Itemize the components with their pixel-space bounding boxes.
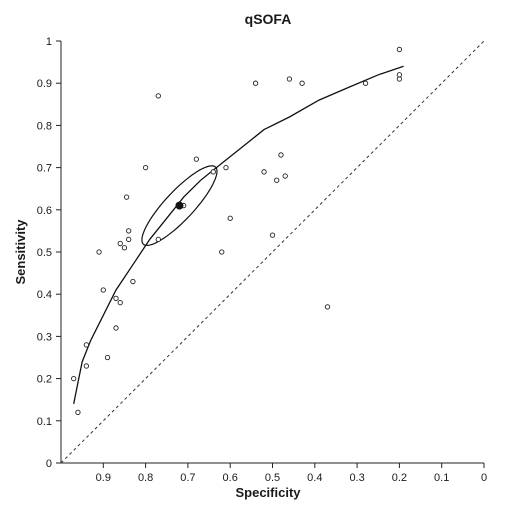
study-point <box>155 93 161 99</box>
x-tick-label: 0.9 <box>96 472 111 484</box>
study-point <box>117 299 123 306</box>
study-point <box>83 363 90 369</box>
y-tick-label: 0.9 <box>37 78 52 90</box>
x-tick-label: 0.8 <box>138 472 153 484</box>
y-tick-label: 0.8 <box>37 120 52 132</box>
study-point <box>130 278 136 285</box>
study-point <box>155 236 161 242</box>
y-axis-label: Sensitivity <box>13 219 28 285</box>
study-point <box>269 232 276 238</box>
study-point <box>324 304 331 310</box>
study-point <box>278 152 284 158</box>
study-point <box>75 409 81 416</box>
x-tick-label: 0.4 <box>307 472 322 484</box>
y-tick-label: 0.3 <box>37 331 52 343</box>
study-point <box>299 80 305 86</box>
chart-title: qSOFA <box>245 11 292 27</box>
study-point <box>121 245 128 251</box>
x-tick-label: 0.2 <box>392 472 407 484</box>
sroc-curve <box>73 65 404 405</box>
study-point <box>261 169 267 175</box>
study-point <box>100 287 106 293</box>
study-point <box>210 169 216 175</box>
x-tick-label: 0.1 <box>434 472 449 484</box>
reference-line-group <box>60 40 485 464</box>
study-point <box>104 354 111 361</box>
study-point <box>362 80 369 86</box>
study-points <box>71 46 403 416</box>
study-point <box>396 46 403 53</box>
study-point <box>142 164 149 171</box>
y-tick-label: 0.4 <box>37 289 52 301</box>
study-point <box>113 325 119 331</box>
y-tick-label: 0 <box>46 458 52 470</box>
study-point <box>193 156 200 162</box>
x-tick-label: 0.5 <box>265 472 280 484</box>
axes: 0.9 0.8 0.7 0.6 0.5 0.4 0.3 0.2 0.1 0 0 0.1 0.2 0.3 0.… <box>37 36 487 484</box>
x-tick-label: 0.7 <box>180 472 195 484</box>
y-tick-label: 0.6 <box>37 205 52 217</box>
y-tick-label: 0.7 <box>37 163 52 175</box>
study-point <box>282 173 288 179</box>
summary-point-group <box>175 201 184 210</box>
y-tick-label: 0.1 <box>37 416 52 428</box>
study-point <box>126 236 132 242</box>
study-point <box>126 228 132 234</box>
study-point <box>123 194 130 200</box>
study-point <box>71 375 77 382</box>
study-point <box>252 80 259 86</box>
study-point <box>117 240 123 247</box>
x-tick-label: 0 <box>481 472 487 484</box>
y-tick-label: 1 <box>46 36 52 48</box>
study-point <box>286 76 293 82</box>
study-point <box>396 72 403 78</box>
study-point <box>113 295 119 302</box>
y-tick-label: 0.2 <box>37 374 52 386</box>
sroc-curve-group <box>73 65 404 405</box>
study-point <box>396 76 403 82</box>
study-point <box>83 342 90 348</box>
study-point <box>223 164 229 171</box>
x-tick-label: 0.6 <box>223 472 238 484</box>
study-point <box>219 249 225 255</box>
confidence-region-ellipse <box>141 165 218 247</box>
confidence-region-group <box>141 165 218 247</box>
study-point <box>227 215 233 221</box>
x-axis-label: Specificity <box>235 485 301 500</box>
y-tick-label: 0.5 <box>37 247 52 259</box>
summary-point <box>175 201 184 210</box>
study-point <box>274 177 280 183</box>
x-tick-label: 0.3 <box>349 472 364 484</box>
reference-diagonal-line <box>60 40 485 464</box>
study-point <box>96 249 102 255</box>
